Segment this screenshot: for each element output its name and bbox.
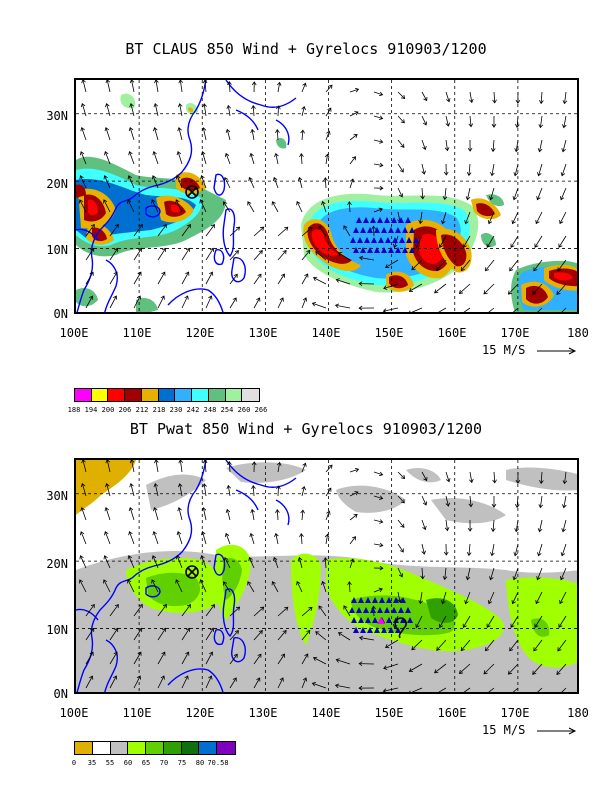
- legend-swatch: [91, 389, 109, 401]
- legend-tick-label: 35: [87, 759, 97, 767]
- cloud-shading: [76, 93, 577, 312]
- bottom-scale-label: 15 M/S: [482, 723, 581, 737]
- bottom-lon-label-170e: 170E: [500, 706, 530, 720]
- legend-tick-label: 230: [169, 406, 183, 414]
- legend-swatch: [146, 742, 164, 754]
- legend-swatch: [92, 742, 111, 754]
- legend-swatch: [75, 742, 93, 754]
- legend-swatch: [125, 389, 142, 401]
- bottom-panel-title: BT Pwat 850 Wind + Gyrelocs 910903/1200: [129, 420, 483, 438]
- legend-tick-label: 206: [118, 406, 132, 414]
- bottom-color-legend: [74, 741, 236, 755]
- circle-x-icon: [185, 185, 199, 199]
- top-color-legend: [74, 388, 260, 402]
- legend-tick-label: 212: [135, 406, 149, 414]
- legend-tick-label: 188: [67, 406, 81, 414]
- top-lon-label-120e: 120E: [185, 326, 215, 340]
- top-lon-label-170e: 170E: [500, 326, 530, 340]
- top-map-canvas: [76, 80, 577, 312]
- legend-tick-label: 218: [152, 406, 166, 414]
- magenta-triangle-icon: [377, 617, 385, 624]
- bottom-wind-vectors: [78, 460, 568, 692]
- bottom-lon-label-180: 180: [567, 706, 589, 720]
- bottom-lon-label-120e: 120E: [185, 706, 215, 720]
- legend-tick-label: 0: [71, 759, 77, 767]
- top-grid: [76, 80, 577, 312]
- top-lat-label-0n: 0N: [53, 307, 68, 321]
- legend-swatch: [128, 742, 147, 754]
- top-panel-title: BT CLAUS 850 Wind + Gyrelocs 910903/1200: [125, 40, 487, 58]
- top-lon-label-180: 180: [567, 326, 589, 340]
- legend-tick-label: 70.58: [207, 759, 229, 767]
- legend-tick-label: 55: [105, 759, 115, 767]
- legend-swatch: [217, 742, 236, 754]
- bottom-lat-label-0n: 0N: [53, 687, 68, 701]
- bottom-lat-label-10n: 10N: [46, 623, 68, 637]
- legend-swatch: [75, 389, 92, 401]
- legend-swatch: [225, 389, 243, 401]
- top-lon-label-140e: 140E: [311, 326, 341, 340]
- legend-tick-label: 80: [195, 759, 205, 767]
- legend-tick-label: 200: [101, 406, 115, 414]
- bottom-lon-label-110e: 110E: [122, 706, 152, 720]
- legend-tick-label: 248: [203, 406, 217, 414]
- legend-swatch: [242, 389, 260, 401]
- bottom-lon-label-140e: 140E: [311, 706, 341, 720]
- bottom-grid: [76, 460, 577, 692]
- legend-swatch: [141, 389, 159, 401]
- top-lat-label-30n: 30N: [46, 109, 68, 123]
- bottom-lon-label-130e: 130E: [248, 706, 278, 720]
- legend-tick-label: 70: [159, 759, 169, 767]
- legend-swatch: [163, 742, 182, 754]
- pwat-shading: [76, 460, 577, 692]
- bottom-lat-label-20n: 20N: [46, 557, 68, 571]
- legend-swatch: [158, 389, 176, 401]
- top-lon-label-160e: 160E: [437, 326, 467, 340]
- circle-x-icon: [185, 565, 199, 579]
- legend-swatch: [192, 389, 209, 401]
- legend-swatch: [199, 742, 218, 754]
- bottom-coastline: [76, 460, 297, 692]
- top-map-panel: [74, 78, 579, 314]
- legend-swatch: [175, 389, 193, 401]
- legend-tick-label: 260: [237, 406, 251, 414]
- legend-tick-label: 194: [84, 406, 98, 414]
- top-coastline: [76, 80, 297, 312]
- legend-tick-label: 242: [186, 406, 200, 414]
- top-gyre-triangles: [350, 217, 419, 253]
- top-lat-label-10n: 10N: [46, 243, 68, 257]
- legend-tick-label: 60: [123, 759, 133, 767]
- bottom-lon-label-100e: 100E: [59, 706, 89, 720]
- scale-arrow-icon: [536, 727, 576, 734]
- top-lon-label-130e: 130E: [248, 326, 278, 340]
- bottom-lat-label-30n: 30N: [46, 489, 68, 503]
- top-lat-label-20n: 20N: [46, 177, 68, 191]
- tropical-storm-icon: [394, 617, 407, 639]
- top-wind-vectors: [78, 80, 568, 312]
- legend-tick-label: 254: [220, 406, 234, 414]
- bottom-scale-text: 15 M/S: [482, 723, 526, 737]
- bottom-lon-label-160e: 160E: [437, 706, 467, 720]
- legend-tick-label: 75: [177, 759, 187, 767]
- top-scale-label: 15 M/S: [482, 343, 581, 357]
- scale-arrow-icon: [536, 347, 576, 354]
- bottom-map-panel: [74, 458, 579, 694]
- bottom-map-canvas: [76, 460, 577, 692]
- legend-swatch: [108, 389, 126, 401]
- top-lon-label-150e: 150E: [374, 326, 404, 340]
- legend-swatch: [110, 742, 129, 754]
- legend-tick-label: 266: [254, 406, 268, 414]
- legend-tick-label: 65: [141, 759, 151, 767]
- top-scale-text: 15 M/S: [482, 343, 526, 357]
- legend-swatch: [208, 389, 226, 401]
- top-lon-label-100e: 100E: [59, 326, 89, 340]
- bottom-lon-label-150e: 150E: [374, 706, 404, 720]
- top-lon-label-110e: 110E: [122, 326, 152, 340]
- legend-swatch: [181, 742, 200, 754]
